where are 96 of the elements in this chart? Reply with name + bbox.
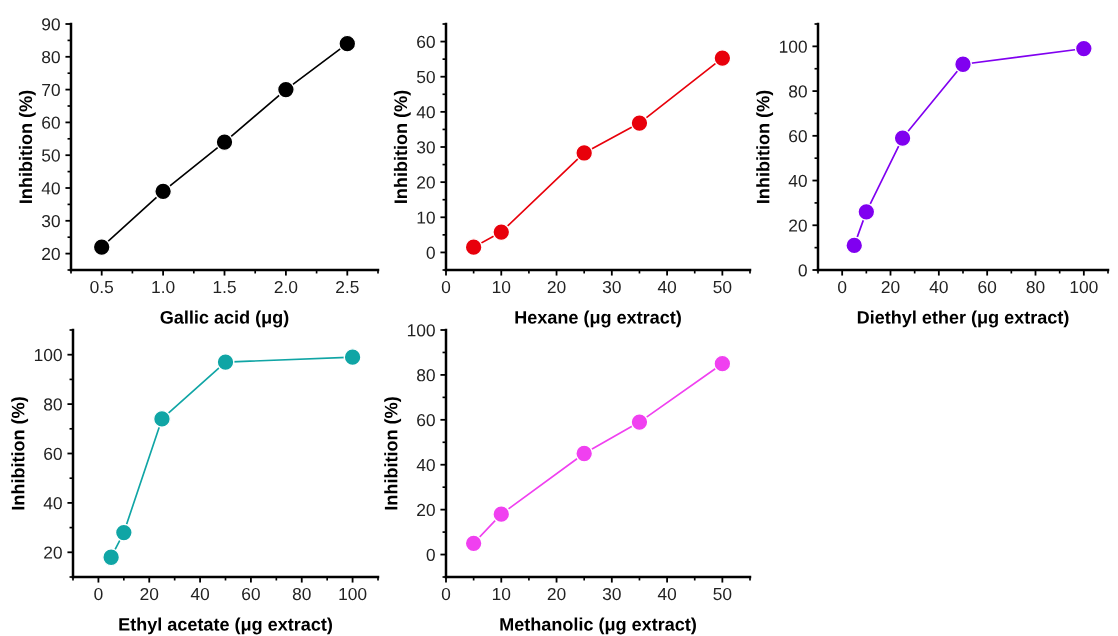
y-tick-label: 60 — [42, 116, 60, 129]
point — [713, 49, 732, 68]
x-tick-label: 0 — [838, 280, 847, 294]
x-tick-label: 40 — [929, 280, 948, 294]
x-tick-label: 2.0 — [274, 280, 298, 294]
x-tick-label: 0 — [441, 587, 451, 601]
y-tick-label: 40 — [788, 174, 807, 188]
y-tick-label: 80 — [417, 369, 435, 382]
y-tick-label: 100 — [779, 40, 807, 53]
x-axis-title: Methanolic (μg extract) — [500, 617, 696, 635]
x-tick-label: 30 — [602, 280, 621, 294]
point — [575, 444, 594, 463]
point — [575, 143, 594, 163]
y-tick-label: 100 — [407, 324, 435, 337]
point — [630, 114, 649, 133]
point — [464, 534, 483, 553]
x-tick-label: 50 — [713, 280, 732, 294]
y-tick-label: 20 — [44, 546, 62, 559]
y-tick-label: 20 — [417, 176, 435, 189]
y-tick-label: 0 — [426, 548, 435, 562]
x-tick-label: 60 — [978, 280, 997, 294]
y-tick-label: 50 — [41, 149, 60, 162]
y-tick-label: 20 — [417, 503, 435, 517]
point — [1074, 39, 1093, 58]
y-tick-label: 60 — [789, 129, 807, 143]
y-tick-label: 0 — [426, 246, 435, 259]
y-tick-label: 80 — [789, 85, 807, 98]
y-tick-label: 80 — [42, 50, 60, 64]
x-tick-label: 20 — [547, 587, 566, 601]
point — [713, 354, 732, 373]
x-tick-label: 10 — [492, 587, 511, 601]
x-tick-label: 60 — [242, 587, 260, 601]
x-tick-label: 40 — [190, 587, 210, 601]
y-tick-label: 80 — [44, 398, 62, 411]
y-tick-label: 30 — [41, 214, 60, 228]
x-axis-title: Diethyl ether (μg extract) — [857, 310, 1069, 328]
y-tick-label: 40 — [41, 182, 60, 195]
x-axis-title: Ethyl acetate (μg extract) — [119, 617, 332, 635]
point — [492, 223, 511, 242]
x-tick-label: 100 — [1070, 280, 1098, 294]
y-axis-title: Inhibition (%) — [18, 90, 36, 203]
point — [893, 129, 912, 148]
point — [92, 238, 111, 257]
y-tick-label: 0 — [798, 264, 807, 277]
y-tick-label: 30 — [416, 141, 435, 154]
y-tick-label: 40 — [43, 497, 62, 510]
x-tick-label: 0 — [94, 587, 103, 601]
point — [154, 182, 173, 201]
y-axis-title: Inhibition (%) — [384, 397, 402, 510]
y-tick-label: 60 — [417, 413, 435, 427]
x-tick-label: 30 — [602, 587, 621, 601]
point — [492, 505, 511, 524]
x-tick-label: 50 — [713, 587, 732, 601]
x-tick-label: 40 — [657, 280, 677, 294]
y-tick-label: 90 — [42, 18, 60, 31]
point — [276, 80, 295, 99]
x-tick-label: 0 — [441, 280, 451, 294]
y-tick-label: 40 — [416, 458, 435, 472]
point — [343, 348, 362, 367]
x-tick-label: 1.5 — [213, 281, 236, 294]
point — [152, 409, 171, 428]
x-tick-label: 20 — [881, 280, 900, 294]
point — [102, 548, 121, 567]
y-axis-title: Inhibition (%) — [756, 90, 774, 203]
y-tick-label: 20 — [42, 247, 60, 261]
point — [845, 236, 864, 255]
x-tick-label: 2.5 — [336, 280, 359, 294]
y-tick-label: 60 — [417, 35, 435, 49]
x-tick-label: 20 — [140, 587, 159, 601]
point — [953, 55, 973, 74]
point — [338, 34, 357, 53]
x-axis-title: Hexane (μg extract) — [515, 310, 681, 328]
point — [857, 202, 876, 221]
x-tick-label: 0.5 — [90, 280, 114, 294]
y-tick-label: 100 — [34, 348, 62, 362]
y-axis-title: Inhibition (%) — [393, 90, 411, 203]
y-tick-label: 20 — [789, 219, 807, 232]
y-tick-label: 40 — [416, 106, 435, 119]
point — [216, 353, 235, 372]
point — [464, 238, 483, 257]
x-tick-label: 80 — [292, 587, 311, 601]
point — [630, 413, 649, 432]
point — [114, 523, 133, 542]
y-axis-title: Inhibition (%) — [11, 397, 29, 510]
y-tick-label: 60 — [44, 447, 62, 460]
x-tick-label: 20 — [547, 280, 566, 294]
x-tick-label: 80 — [1026, 280, 1045, 294]
x-tick-label: 40 — [657, 587, 677, 601]
x-tick-label: 10 — [492, 280, 511, 294]
point — [215, 133, 234, 152]
x-tick-label: 1.0 — [152, 280, 175, 294]
x-tick-label: 100 — [339, 587, 367, 601]
y-tick-label: 10 — [417, 211, 435, 224]
y-tick-label: 70 — [42, 83, 60, 97]
y-tick-label: 50 — [416, 70, 435, 84]
x-axis-title: Gallic acid (μg) — [160, 310, 289, 328]
